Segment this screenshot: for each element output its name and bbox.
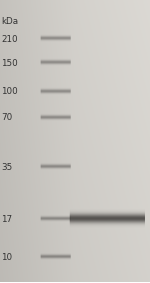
Text: 70: 70 — [2, 113, 13, 123]
Text: 35: 35 — [2, 162, 13, 171]
Text: 17: 17 — [2, 215, 13, 224]
Text: 100: 100 — [2, 87, 18, 97]
Text: 210: 210 — [2, 35, 18, 44]
Text: 10: 10 — [2, 252, 13, 261]
Text: kDa: kDa — [2, 16, 19, 25]
Text: 150: 150 — [2, 59, 18, 68]
